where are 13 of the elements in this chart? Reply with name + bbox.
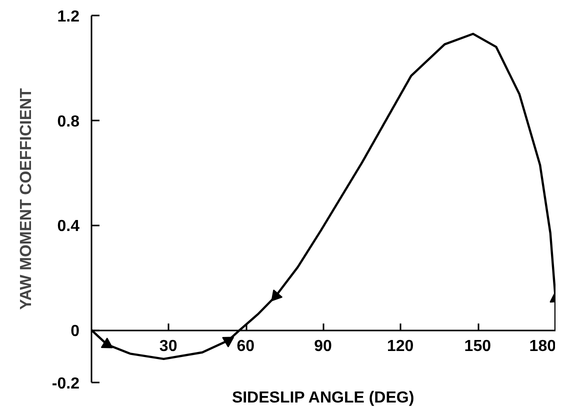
- x-tick-label: 180: [529, 338, 556, 356]
- y-tick-label: 0.4: [57, 218, 80, 236]
- x-tick-label: 120: [386, 338, 414, 356]
- x-axis-title: SIDESLIP ANGLE (DEG): [232, 390, 414, 406]
- y-tick-label: -0.2: [52, 376, 80, 392]
- y-axis-title: YAW MOMENT COEFFICIENT: [18, 88, 35, 310]
- x-tick-label: 60: [236, 338, 255, 356]
- x-tick-label: 150: [464, 338, 492, 356]
- y-tick-label: 0.8: [57, 113, 80, 130]
- x-tick-label: 30: [159, 338, 178, 356]
- y-tick-label: 1.2: [57, 8, 80, 26]
- x-tick-label: 90: [314, 338, 332, 356]
- y-tick-label: 0: [70, 323, 80, 340]
